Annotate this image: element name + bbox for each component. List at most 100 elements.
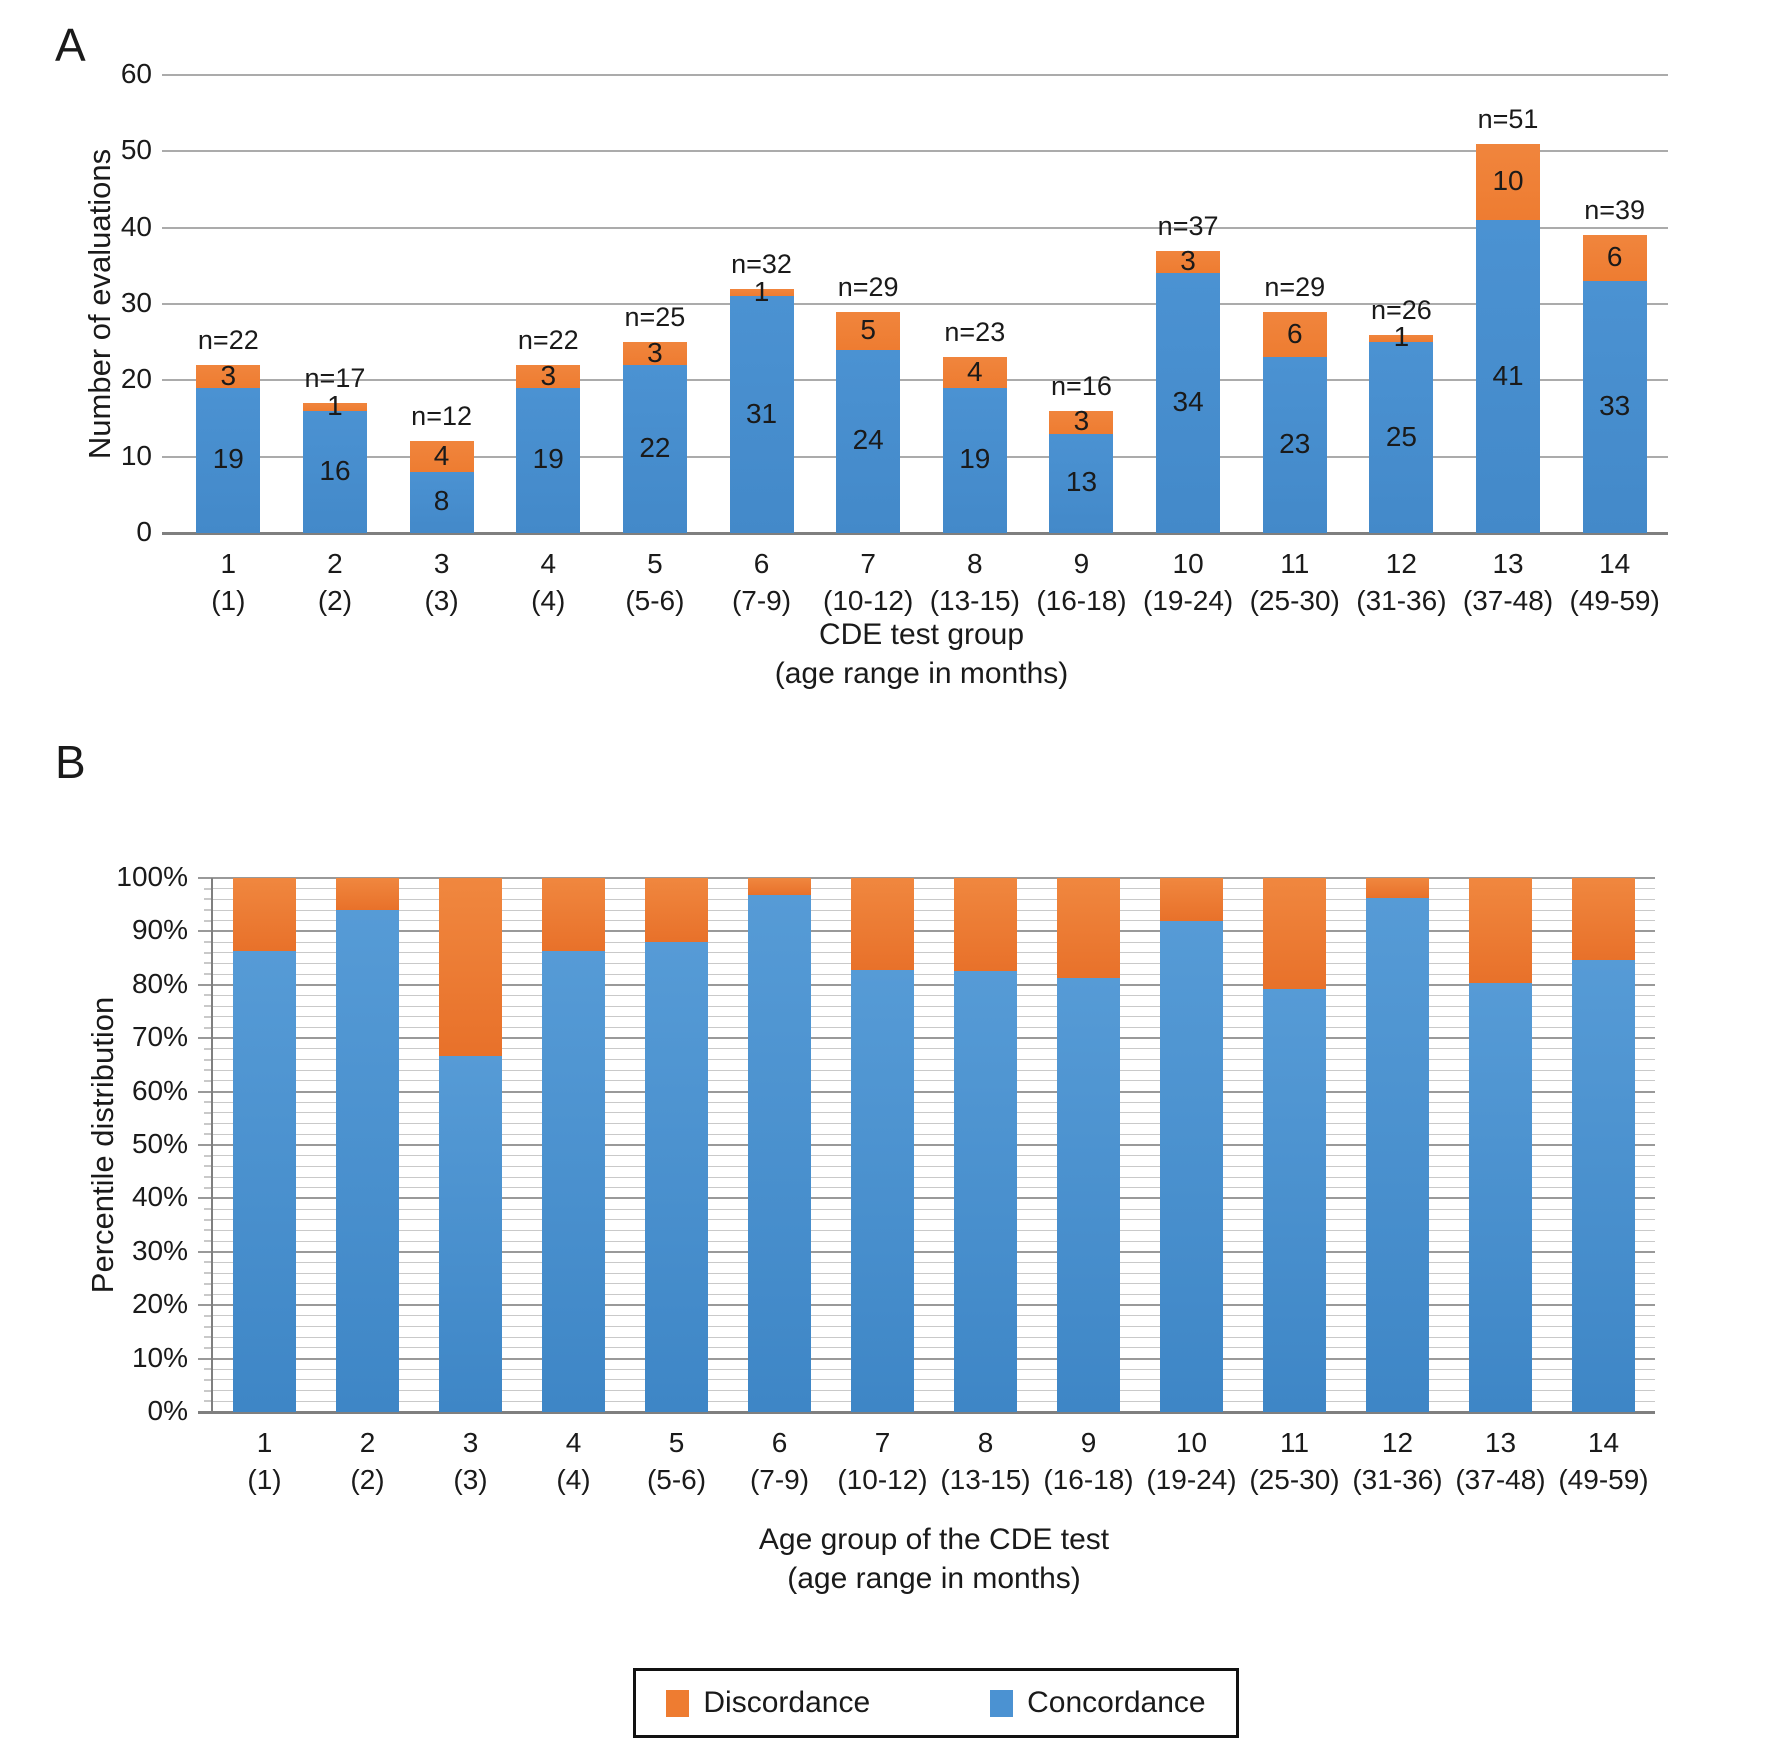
concordance-value-label: 24 [852, 424, 884, 456]
discordance-segment [1049, 410, 1114, 434]
gridline-major [213, 1144, 1655, 1146]
gridline-minor [213, 1165, 1655, 1167]
gridline-minor [213, 1379, 1655, 1381]
y-tick-minor [204, 1208, 213, 1211]
gridline-minor [213, 1390, 1655, 1392]
discordance-segment [836, 311, 901, 350]
x-tick-label: 1 (1) [175, 545, 282, 619]
gridline-minor [213, 1005, 1655, 1007]
x-tick-group-number: 10 [1175, 1427, 1208, 1458]
x-tick-group-number: 7 [874, 1427, 891, 1458]
x-tick-group-number: 3 [462, 1427, 479, 1458]
x-tick-group-number: 11 [1280, 548, 1310, 579]
n-total-label: n=22 [197, 325, 259, 356]
gridline-minor [213, 1187, 1655, 1189]
y-tick-minor [204, 1368, 213, 1371]
y-tick-minor [204, 1165, 213, 1168]
y-tick-minor [204, 1026, 213, 1029]
y-tick-label: 20 [120, 363, 152, 395]
x-tick-age-range: (49-59) [1569, 585, 1660, 616]
x-tick-label: 10 (19-24) [1140, 1424, 1243, 1498]
panel-b-letter: B [55, 736, 86, 788]
x-axis-line [162, 532, 1668, 535]
concordance-segment [748, 894, 811, 1412]
x-tick-label: 8 (13-15) [934, 1424, 1037, 1498]
concordance-value-label: 41 [1492, 359, 1524, 391]
gridline-minor [213, 1123, 1655, 1125]
concordance-value-label: 16 [319, 454, 351, 486]
y-tick-minor [204, 941, 213, 944]
y-tick-label: 70% [131, 1021, 188, 1053]
x-tick-label: 11 (25-30) [1243, 1424, 1346, 1498]
discordance-segment [851, 878, 914, 970]
gridline-minor [213, 888, 1655, 890]
discordance-value-label: 3 [220, 359, 237, 391]
x-tick-group-number: 2 [327, 548, 343, 579]
panel-a-x-axis-title-line1: CDE test group [818, 618, 1025, 651]
gridline-major [213, 1037, 1655, 1040]
x-tick-group-number: 14 [1587, 1427, 1620, 1458]
legend-item-discordance: Discordance [666, 1686, 870, 1720]
y-tick-major [198, 1357, 213, 1360]
x-tick-age-range: (4) [531, 585, 566, 616]
y-tick-minor [204, 1272, 213, 1275]
gridline-minor [213, 952, 1655, 954]
x-tick-label: 12 (31-36) [1348, 545, 1455, 619]
x-tick-label: 5 (5-6) [625, 1424, 728, 1498]
discordance-segment [748, 878, 811, 895]
discordance-segment [645, 878, 708, 943]
discordance-segment [1572, 878, 1635, 961]
discordance-value-label: 1 [1393, 321, 1410, 353]
x-tick-age-range: (7-9) [731, 585, 792, 616]
concordance-swatch-icon [990, 1689, 1014, 1717]
x-tick-label: 13 (37-48) [1449, 1424, 1552, 1498]
x-tick-age-range: (13-15) [940, 1464, 1031, 1495]
x-tick-age-range: (1) [247, 1464, 282, 1495]
n-total-label: n=39 [1584, 195, 1646, 226]
x-tick-group-number: 5 [668, 1427, 685, 1458]
y-tick-major [198, 1037, 213, 1040]
gridline-minor [213, 920, 1655, 922]
concordance-segment [336, 909, 399, 1412]
y-tick-label: 30% [131, 1234, 188, 1266]
y-tick-major [198, 1304, 213, 1307]
gridline-minor [213, 1400, 1655, 1402]
panel-b-x-axis-title: Age group of the CDE test (age range in … [213, 1520, 1655, 1598]
concordance-segment [1263, 988, 1326, 1412]
gridline-minor [213, 1101, 1655, 1103]
x-tick-label: 14 (49-59) [1552, 1424, 1655, 1498]
y-tick-label: 100% [116, 861, 188, 892]
concordance-segment [233, 950, 296, 1412]
concordance-segment [954, 970, 1017, 1412]
y-tick-major [198, 983, 213, 986]
concordance-segment [196, 387, 261, 533]
discordance-value-label: 3 [1073, 405, 1090, 437]
concordance-value-label: 13 [1065, 466, 1098, 498]
y-tick-major [198, 1197, 213, 1200]
x-tick-label: 11 (25-30) [1241, 545, 1348, 619]
x-tick-age-range: (49-59) [1558, 1464, 1649, 1495]
gridline-minor [213, 962, 1655, 964]
gridline-major [213, 1304, 1655, 1307]
x-tick-label: 3 (3) [388, 545, 495, 619]
gridline-minor [213, 1347, 1655, 1349]
x-tick-label: 2 (2) [316, 1424, 419, 1498]
y-tick-minor [204, 962, 213, 965]
y-tick [162, 303, 175, 305]
y-tick-minor [204, 951, 213, 954]
concordance-segment [1262, 357, 1327, 533]
gridline-minor [213, 1016, 1655, 1018]
legend: Discordance Concordance [633, 1668, 1239, 1738]
discordance-value-label: 10 [1492, 164, 1524, 196]
concordance-segment [729, 296, 794, 533]
gridline-minor [213, 1283, 1655, 1285]
discordance-value-label: 3 [540, 359, 557, 391]
y-tick-minor [204, 973, 213, 976]
n-total-label: n=16 [1051, 370, 1112, 401]
gridline-minor [213, 1229, 1655, 1231]
legend-item-concordance: Concordance [990, 1686, 1206, 1720]
discordance-segment [1366, 878, 1429, 899]
discordance-segment [302, 403, 367, 411]
discordance-value-label: 6 [1606, 241, 1623, 273]
gridline-minor [213, 973, 1655, 975]
